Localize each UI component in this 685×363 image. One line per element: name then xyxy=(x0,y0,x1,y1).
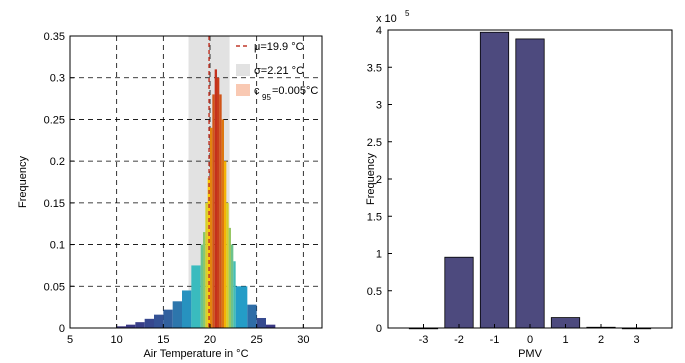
x-axis-label: Air Temperature in °C xyxy=(143,348,248,360)
x-tick-label: 15 xyxy=(157,334,169,346)
y-tick-label: 2 xyxy=(376,174,382,186)
histogram-bar xyxy=(144,318,154,328)
pmv-bar xyxy=(515,38,545,329)
x-tick-label: 30 xyxy=(297,334,309,346)
legend: μ=19.9 °C σ=2.21 °C c95=0.005°C xyxy=(236,41,318,102)
histogram-bar xyxy=(247,304,257,328)
y-tick-label: 0.1 xyxy=(50,240,65,252)
pmv-bar xyxy=(479,31,510,329)
histogram-bar xyxy=(266,324,276,328)
histogram-bar xyxy=(212,94,215,329)
histogram-bar xyxy=(207,177,210,328)
y-tick-label: 2.5 xyxy=(367,137,382,149)
y-axis-label: Frequency xyxy=(365,153,377,205)
y-tick-label: 0.35 xyxy=(44,31,65,43)
x-tick-label: -2 xyxy=(454,334,464,346)
legend-sigma-label: σ=2.21 °C xyxy=(254,65,304,77)
histogram-bar xyxy=(172,301,182,328)
legend-mean-label: μ=19.9 °C xyxy=(254,41,304,53)
histogram-bar xyxy=(210,127,213,329)
histogram-bar xyxy=(256,317,266,328)
x-tick-label: -3 xyxy=(419,334,429,346)
legend-sigma-swatch xyxy=(236,64,250,76)
y-tick-label: 3 xyxy=(376,100,382,112)
histogram-bar xyxy=(238,286,248,328)
x-axis-label: PMV xyxy=(518,348,543,360)
x-tick-label: 20 xyxy=(204,334,216,346)
x-tick-label: 10 xyxy=(111,334,123,346)
y-tick-label: 1.5 xyxy=(367,211,382,223)
y-tick-label: 0.05 xyxy=(44,281,65,293)
y-tick-label: 0.5 xyxy=(367,286,382,298)
histogram-bar xyxy=(205,202,208,328)
histogram-bar xyxy=(163,309,173,328)
x-tick-label: 2 xyxy=(598,334,604,346)
y-tick-label: 4 xyxy=(376,25,382,37)
y-scale-exponent: 5 xyxy=(405,9,410,18)
legend-c95-label-sub: 95 xyxy=(262,93,271,102)
y-tick-label: 0.3 xyxy=(50,73,65,85)
y-tick-label: 0.2 xyxy=(50,156,65,168)
histogram-bar xyxy=(154,314,164,328)
histogram-bar xyxy=(214,69,217,328)
legend-c95-label-rest: =0.005°C xyxy=(272,85,318,97)
legend-c95-swatch xyxy=(236,84,250,96)
pmv-bar-chart: -3 -2 -1 0 1 2 3 0 0.5 1 1.5 2 2.5 3 3.5 4x 10 5 PMV Frequ… xyxy=(365,9,673,360)
x-tick-label: 25 xyxy=(251,334,263,346)
histogram-bar xyxy=(135,322,145,328)
y-tick-label: 0.15 xyxy=(44,198,65,210)
y-tick-label: 0.25 xyxy=(44,114,65,126)
x-tick-label: 5 xyxy=(67,334,73,346)
histogram-bar xyxy=(221,119,224,328)
histogram-bar xyxy=(228,227,231,328)
histogram-bar xyxy=(203,232,206,328)
x-tick-label: 3 xyxy=(633,334,639,346)
legend-c95-label-main: c xyxy=(254,85,260,97)
histogram-bar xyxy=(233,261,236,328)
histogram-bar xyxy=(217,77,220,328)
histogram-bar xyxy=(235,286,238,328)
histogram-bar xyxy=(226,202,229,328)
x-tick-label: 0 xyxy=(527,334,533,346)
pmv-bar xyxy=(444,256,474,329)
histogram-bar xyxy=(224,161,227,328)
x-tick-label: 1 xyxy=(562,334,568,346)
y-scale-label: x 10 xyxy=(376,13,397,25)
y-tick-label: 0 xyxy=(59,323,65,335)
histogram-bar xyxy=(126,324,136,328)
histogram-bar xyxy=(182,290,192,328)
y-axis-label: Frequency xyxy=(17,156,29,208)
y-tick-label: 0 xyxy=(376,323,382,335)
x-tick-label: -1 xyxy=(490,334,500,346)
histogram-bar xyxy=(200,244,203,328)
plot-frame xyxy=(69,35,323,329)
temperature-histogram: 5 10 15 20 25 30 0 0.05 0.1 0.15 0.2 0.25 0.3 0.35 Air… xyxy=(17,31,323,360)
histogram-bar xyxy=(231,244,234,328)
histogram-bar xyxy=(219,94,222,329)
histogram-bar xyxy=(116,326,126,328)
y-tick-label: 3.5 xyxy=(367,62,382,74)
y-tick-label: 1 xyxy=(376,249,382,261)
histogram-bar xyxy=(191,265,201,328)
